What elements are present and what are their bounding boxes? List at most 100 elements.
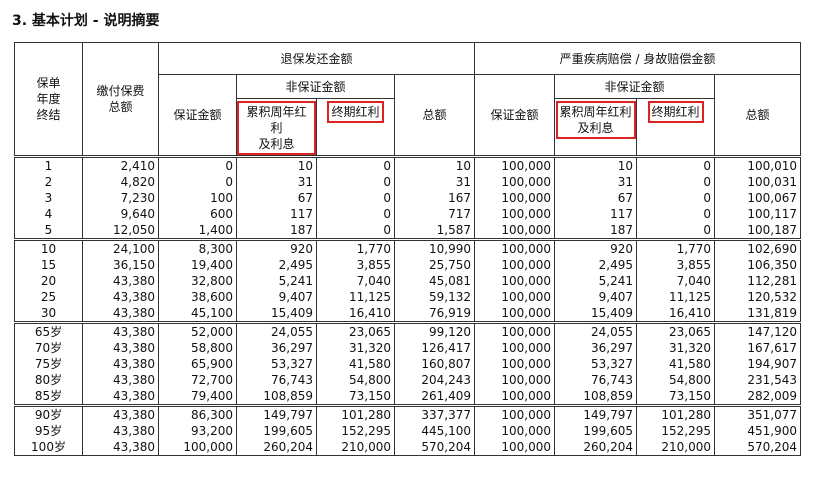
cell: 167,617 [714, 340, 802, 356]
cell: 100,000 [474, 273, 556, 289]
cell: 0 [636, 174, 716, 190]
cell: 4 [14, 206, 83, 222]
cell: 31,320 [316, 340, 395, 356]
table-row: 95岁 43,380 93,200 199,605 152,295 445,100 100,… [14, 423, 802, 439]
cell: 5,241 [236, 273, 317, 289]
cell: 100,000 [474, 289, 556, 305]
cell: 72,700 [158, 372, 237, 388]
cell: 149,797 [236, 404, 317, 423]
cell: 0 [636, 190, 716, 206]
cell: 100,067 [714, 190, 802, 206]
cell: 9,407 [554, 289, 638, 305]
cell: 9,640 [82, 206, 159, 222]
cell: 147,120 [714, 321, 802, 340]
cell: 36,297 [236, 340, 317, 356]
cell: 100,000 [474, 305, 556, 323]
cell: 100,000 [474, 238, 556, 257]
cell: 260,204 [554, 439, 638, 456]
cell: 54,800 [636, 372, 716, 388]
cell: 0 [316, 206, 395, 222]
cell: 1,400 [158, 222, 237, 240]
cell: 100,031 [714, 174, 802, 190]
table-row: 10 24,100 8,300 920 1,770 10,990 100,000 920 1,7… [14, 238, 802, 257]
cell: 11,125 [636, 289, 716, 305]
cell: 100 [158, 190, 237, 206]
header-cell: 保证金额 [474, 74, 556, 157]
cell: 45,081 [393, 273, 476, 289]
cell: 261,409 [393, 388, 476, 406]
cell: 53,327 [554, 356, 638, 372]
cell: 0 [636, 206, 716, 222]
cell: 23,065 [316, 321, 395, 340]
cell: 43,380 [82, 404, 159, 423]
cell: 10,990 [393, 238, 476, 257]
cell: 337,377 [393, 404, 476, 423]
cell: 112,281 [714, 273, 802, 289]
table-row: 70岁 43,380 58,800 36,297 31,320 126,417 100,00… [14, 340, 802, 356]
cell: 100,010 [714, 155, 802, 174]
cell: 20 [14, 273, 83, 289]
cell: 100,000 [474, 439, 556, 456]
cell: 16,410 [316, 305, 395, 323]
cell: 41,580 [636, 356, 716, 372]
cell: 85岁 [14, 388, 83, 406]
cell: 86,300 [158, 404, 237, 423]
cell: 120,532 [714, 289, 802, 305]
cell: 100,000 [474, 222, 556, 240]
table-row: 80岁 43,380 72,700 76,743 54,800 204,243 100,00… [14, 372, 802, 388]
cell: 0 [158, 174, 237, 190]
cell: 53,327 [236, 356, 317, 372]
cell: 1,770 [636, 238, 716, 257]
cell: 351,077 [714, 404, 802, 423]
cell: 2,495 [236, 257, 317, 273]
cell: 65岁 [14, 321, 83, 340]
cell: 8,300 [158, 238, 237, 257]
cell: 100,000 [474, 257, 556, 273]
cell: 600 [158, 206, 237, 222]
cell: 149,797 [554, 404, 638, 423]
cell: 43,380 [82, 356, 159, 372]
cell: 199,605 [236, 423, 317, 439]
cell: 30 [14, 305, 83, 323]
cell: 0 [158, 155, 237, 174]
cell: 100,000 [474, 155, 556, 174]
cell: 100,000 [474, 388, 556, 406]
cell: 10 [14, 238, 83, 257]
table-row: 100岁 43,380 100,000 260,204 210,000 570,204 10… [14, 439, 802, 456]
cell: 194,907 [714, 356, 802, 372]
cell: 187 [554, 222, 638, 240]
cell: 117 [236, 206, 317, 222]
cell: 15 [14, 257, 83, 273]
cell: 167 [393, 190, 476, 206]
cell: 25,750 [393, 257, 476, 273]
cell: 90岁 [14, 404, 83, 423]
cell: 0 [316, 155, 395, 174]
cell: 210,000 [316, 439, 395, 456]
cell: 4,820 [82, 174, 159, 190]
cell: 100,117 [714, 206, 802, 222]
header-cell: 总额 [393, 74, 476, 157]
cell: 0 [636, 222, 716, 240]
cell: 16,410 [636, 305, 716, 323]
highlighted-label: 终期红利 [647, 101, 704, 123]
header-group: 退保发还金额 [157, 42, 476, 75]
table-row: 65岁 43,380 52,000 24,055 23,065 99,120 100,000… [14, 321, 802, 340]
cell: 73,150 [316, 388, 395, 406]
table-row: 25 43,380 38,600 9,407 11,125 59,132 100,000 9,… [14, 289, 802, 305]
cell: 106,350 [714, 257, 802, 273]
table-row: 3 7,230 100 67 0 167 100,000 67 0 100,067 [14, 190, 802, 206]
cell: 76,743 [554, 372, 638, 388]
cell: 99,120 [393, 321, 476, 340]
cell: 15,409 [554, 305, 638, 323]
cell: 3,855 [636, 257, 716, 273]
cell: 24,100 [82, 238, 159, 257]
cell: 2 [14, 174, 83, 190]
cell: 70岁 [14, 340, 83, 356]
cell: 101,280 [316, 404, 395, 423]
cell: 67 [236, 190, 317, 206]
cell: 54,800 [316, 372, 395, 388]
cell: 12,050 [82, 222, 159, 240]
table-row: 20 43,380 32,800 5,241 7,040 45,081 100,000 5,2… [14, 273, 802, 289]
table-row: 15 36,150 19,400 2,495 3,855 25,750 100,000 2,4… [14, 257, 802, 273]
